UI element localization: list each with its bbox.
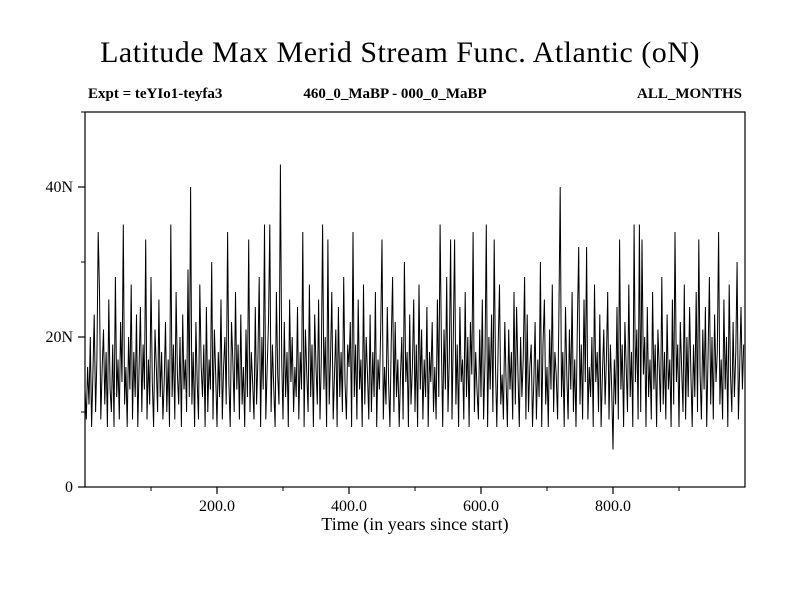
y-tick-label: 40N [45, 179, 73, 196]
x-tick-label: 600.0 [463, 498, 499, 515]
y-tick-label: 20N [45, 329, 73, 346]
x-tick-label: 400.0 [331, 498, 367, 515]
x-tick-label: 200.0 [199, 498, 235, 515]
x-axis-label: Time (in years since start) [321, 514, 509, 534]
plot-frame [84, 111, 746, 488]
plot-header: Expt = teYIo1-teyfa3 460_0_MaBP - 000_0_… [88, 86, 742, 103]
x-tick-label: 800.0 [595, 498, 631, 515]
y-tick-label: 0 [65, 479, 73, 496]
chart-title: Latitude Max Merid Stream Func. Atlantic… [100, 36, 700, 69]
months-label: ALL_MONTHS [636, 86, 742, 102]
date-range-label: 460_0_MaBP - 000_0_MaBP [303, 86, 487, 102]
data-line [84, 164, 745, 450]
experiment-label: Expt = teYIo1-teyfa3 [88, 86, 223, 102]
